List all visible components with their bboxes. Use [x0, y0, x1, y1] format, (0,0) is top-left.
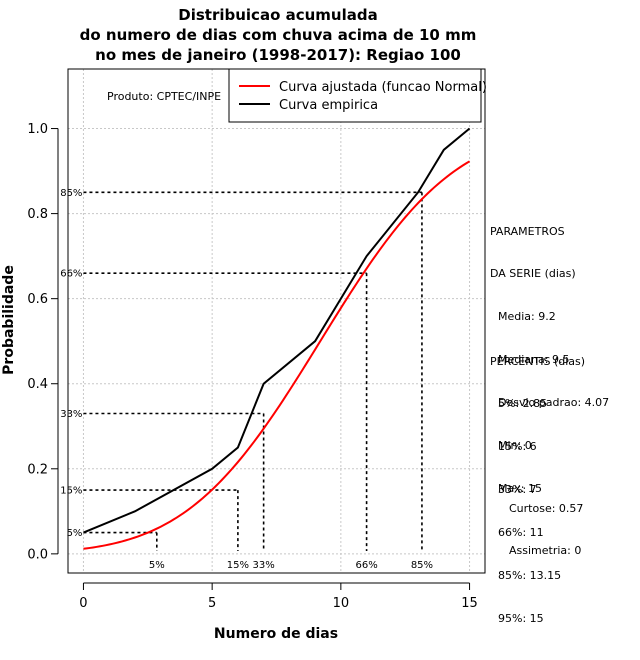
- axes-layer: 0 5 10 15 0.0 0.2 0.4 0.6 0.8 1.0: [27, 68, 486, 611]
- percentile-x-label: 33%: [253, 560, 275, 571]
- chart-title-line-3: no mes de janeiro (1998-2017): Regiao 10…: [95, 46, 461, 64]
- y-axis-label: Probabilidade: [1, 265, 17, 375]
- legend-label-fitted: Curva ajustada (funcao Normal): [279, 80, 487, 95]
- percentile-66: 66%: 11: [498, 526, 544, 540]
- y-tick-label: 0.0: [27, 547, 48, 562]
- params-title-line-1: PARAMETROS: [490, 224, 565, 238]
- legend-box: [228, 68, 482, 123]
- percentiles-panel: PERCENTIS (dias) 5%: 2.85 15%: 6 33%: 7 …: [490, 326, 585, 641]
- percentile-y-label: 66%: [60, 269, 82, 280]
- percentile-15: 15%: 6: [498, 440, 537, 454]
- x-tick-label: 0: [79, 596, 87, 611]
- y-tick-label: 0.8: [27, 207, 48, 222]
- shape-stats-panel: Curtose: 0.57 Assimetria: 0: [509, 473, 583, 573]
- y-tick-label: 0.4: [27, 377, 48, 392]
- fitted-normal-curve: [83, 160, 471, 550]
- percentile-guides: 5% 5% 15% 15% 33% 33% 66% 66% 85% 85%: [60, 188, 433, 571]
- percentile-x-label: 5%: [149, 560, 165, 571]
- legend-label-empirical: Curva empirica: [279, 98, 378, 113]
- chart-title-line-1: Distribuicao acumulada: [178, 6, 377, 24]
- params-title-line-2: DA SERIE (dias): [490, 267, 576, 281]
- param-max: Max: 15: [498, 481, 542, 495]
- x-tick-label: 5: [208, 596, 216, 611]
- legend: Curva ajustada (funcao Normal) Curva emp…: [228, 68, 487, 123]
- percentile-x-label: 85%: [411, 560, 433, 571]
- percentile-33: 33%: 7: [498, 483, 537, 497]
- percentiles-title: PERCENTIS (dias): [490, 354, 586, 368]
- percentile-y-label: 33%: [60, 409, 82, 420]
- skewness-text: Assimetria: 0: [509, 544, 582, 558]
- param-median: Mediana: 9.5: [498, 353, 570, 367]
- percentile-y-label: 5%: [67, 528, 83, 539]
- percentile-y-label: 15%: [60, 486, 82, 497]
- empirical-curve: [83, 127, 471, 534]
- x-tick-label: 10: [333, 596, 350, 611]
- y-tick-label: 1.0: [27, 122, 48, 137]
- kurtosis-text: Curtose: 0.57: [509, 501, 584, 515]
- percentile-y-label: 85%: [60, 188, 82, 199]
- credit-text: Produto: CPTEC/INPE: [107, 90, 221, 103]
- chart-title-line-2: do numero de dias com chuva acima de 10 …: [80, 26, 477, 44]
- param-sd: Desvio padrao: 4.07: [498, 396, 610, 410]
- param-min: Min: 0: [498, 439, 532, 453]
- grid-layer: [68, 69, 485, 573]
- x-axis-label: Numero de dias: [214, 626, 338, 642]
- percentile-5: 5%: 2.85: [498, 397, 548, 411]
- x-tick-label: 15: [461, 596, 478, 611]
- percentile-95: 95%: 15: [498, 611, 544, 625]
- series-parameters-panel: PARAMETROS DA SERIE (dias) Media: 9.2 Me…: [490, 196, 609, 511]
- percentile-85: 85%: 13.15: [498, 569, 562, 583]
- y-tick-label: 0.6: [27, 292, 48, 307]
- param-mean: Media: 9.2: [498, 310, 556, 324]
- percentile-x-label: 66%: [355, 560, 377, 571]
- series-layer: [83, 127, 471, 550]
- y-tick-label: 0.2: [27, 462, 48, 477]
- percentile-x-label: 15%: [227, 560, 249, 571]
